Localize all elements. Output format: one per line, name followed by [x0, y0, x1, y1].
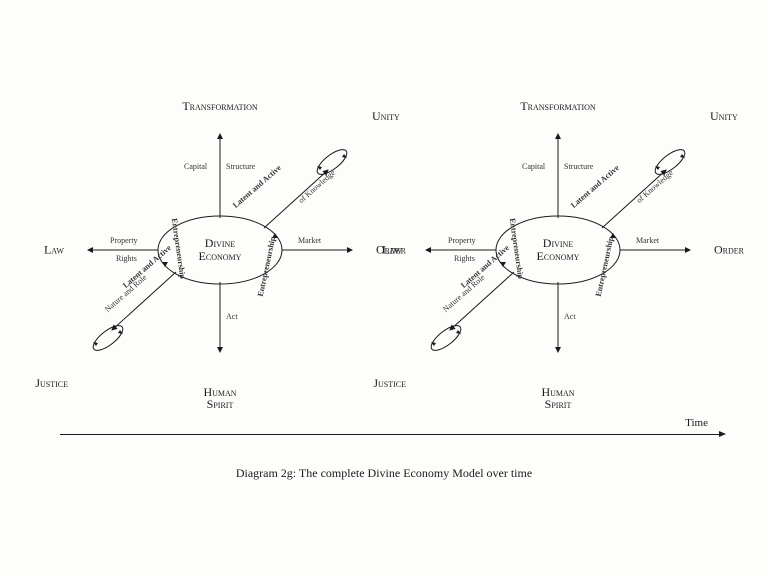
edge-capital: Capital — [184, 162, 207, 171]
edge-act: Act — [226, 312, 238, 321]
edge-property: Property — [448, 236, 476, 245]
diagram-instance-1: Divine Economy Transformation Human Spir… — [70, 120, 370, 380]
center-top: Divine — [543, 236, 573, 250]
center-bottom: Economy — [199, 249, 242, 263]
node-justice: Justice — [35, 376, 68, 391]
edge-property: Property — [110, 236, 138, 245]
edge-rights: Rights — [116, 254, 137, 263]
node-human-spirit: Human Spirit — [541, 386, 574, 411]
node-unity: Unity — [710, 109, 738, 124]
time-axis — [60, 434, 720, 435]
edge-rights: Rights — [454, 254, 475, 263]
node-justice: Justice — [373, 376, 406, 391]
node-unity: Unity — [372, 109, 400, 124]
edge-market: Market — [298, 236, 321, 245]
edge-structure: Structure — [564, 162, 593, 171]
edge-act: Act — [564, 312, 576, 321]
page: Divine Economy Transformation Human Spir… — [0, 0, 768, 576]
node-transformation: Transformation — [520, 99, 595, 114]
center-label: Divine Economy — [199, 237, 242, 263]
diagram-instance-2: Divine Economy Transformation Human Spir… — [408, 120, 708, 380]
center-bottom: Economy — [537, 249, 580, 263]
center-top: Divine — [205, 236, 235, 250]
edge-market: Market — [636, 236, 659, 245]
node-order: Order — [714, 243, 744, 258]
node-human-spirit: Human Spirit — [203, 386, 236, 411]
center-label: Divine Economy — [537, 237, 580, 263]
caption: Diagram 2g: The complete Divine Economy … — [236, 466, 532, 481]
node-law: Law — [382, 243, 402, 258]
edge-capital: Capital — [522, 162, 545, 171]
node-transformation: Transformation — [182, 99, 257, 114]
time-axis-label: Time — [685, 417, 708, 429]
edge-structure: Structure — [226, 162, 255, 171]
node-law: Law — [44, 243, 64, 258]
